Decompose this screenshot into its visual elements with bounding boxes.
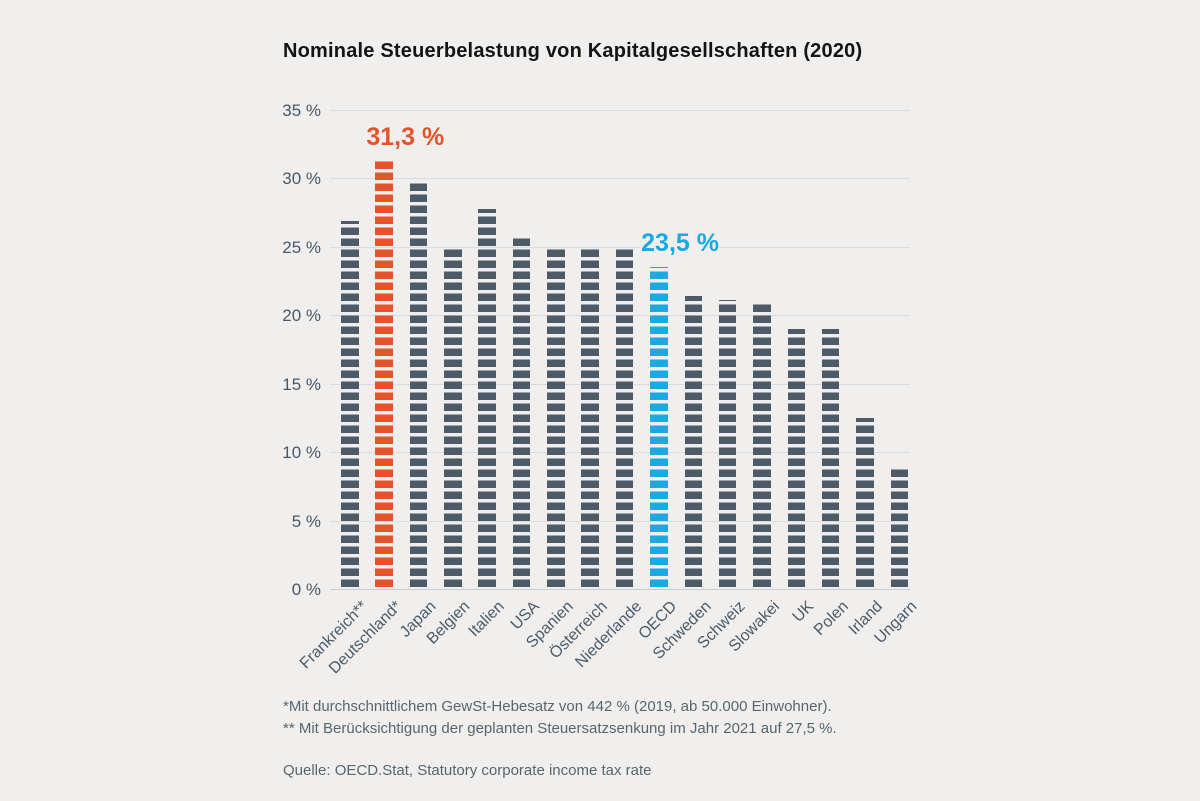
- bar-dash-pattern: [409, 182, 428, 587]
- y-axis-tick-label: 25 %: [282, 237, 321, 257]
- bar-dash-pattern: [478, 208, 496, 587]
- bar-slowakei: [753, 301, 771, 589]
- bar-dash-pattern: [718, 300, 737, 587]
- x-axis-label-uk: UK: [789, 598, 818, 626]
- bar-dash-pattern: [512, 235, 531, 587]
- bar-schweiz: [718, 300, 737, 589]
- bar-ungarn: [890, 465, 909, 589]
- chart-title: Nominale Steuerbelastung von Kapitalgese…: [283, 40, 863, 62]
- bar-japan: [409, 182, 428, 589]
- bar-dash-pattern: [444, 246, 462, 587]
- bar-frankreich: [341, 220, 359, 589]
- bar-niederlande: [615, 246, 634, 589]
- bar-dash-pattern: [821, 328, 840, 587]
- bar-schweden: [684, 296, 702, 589]
- footnotes: *Mit durchschnittlichem GewSt-Hebesatz v…: [283, 696, 837, 740]
- bar-polen: [821, 328, 840, 589]
- y-axis-tick-label: 5 %: [291, 511, 321, 531]
- bar-dash-pattern: [856, 417, 874, 587]
- bar-österreich: [581, 246, 599, 589]
- y-axis-tick-label: 30 %: [282, 169, 321, 189]
- bar-dash-pattern: [375, 160, 393, 587]
- value-annotation-deutschland: 31,3 %: [366, 122, 445, 151]
- bar-oecd: [650, 267, 668, 589]
- value-annotation-oecd: 23,5 %: [641, 229, 719, 258]
- bar-dash-pattern: [753, 301, 771, 587]
- x-axis-line: [330, 589, 910, 590]
- bar-dash-pattern: [787, 328, 806, 587]
- bar-dash-pattern: [547, 246, 565, 587]
- footnote-2: ** Mit Berücksichtigung der geplanten St…: [283, 720, 837, 737]
- bar-dash-pattern: [615, 246, 634, 587]
- bar-usa: [512, 235, 531, 589]
- x-axis-label-polen: Polen: [810, 598, 852, 639]
- bar-italien: [478, 208, 496, 589]
- bar-belgien: [444, 246, 462, 589]
- bar-dash-pattern: [684, 296, 702, 587]
- footnote-1: *Mit durchschnittlichem GewSt-Hebesatz v…: [283, 698, 832, 715]
- bar-spanien: [547, 246, 565, 589]
- plot-area: 35 % 30 % 25 % 20 % 15 % 10 % 5 % 0 % Frankreich…: [282, 102, 920, 677]
- bar-dash-pattern: [341, 220, 359, 587]
- y-axis-tick-label: 35 %: [282, 101, 321, 120]
- y-axis-tick-label: 0 %: [291, 580, 321, 599]
- y-axis-tick-label: 20 %: [282, 306, 321, 326]
- bar-dash-pattern: [581, 246, 599, 587]
- source-line: Quelle: OECD.Stat, Statutory corporate i…: [283, 762, 652, 779]
- y-axis-tick-label: 15 %: [282, 374, 321, 394]
- bar-irland: [856, 417, 874, 589]
- y-axis-tick-label: 10 %: [282, 443, 321, 463]
- gridline: [330, 178, 910, 180]
- gridline: [330, 110, 910, 111]
- bar-dash-pattern: [890, 465, 909, 587]
- bar-deutschland: [375, 160, 393, 589]
- bar-uk: [787, 328, 806, 589]
- x-axis-label-italien: Italien: [465, 598, 509, 641]
- bar-dash-pattern: [650, 267, 668, 587]
